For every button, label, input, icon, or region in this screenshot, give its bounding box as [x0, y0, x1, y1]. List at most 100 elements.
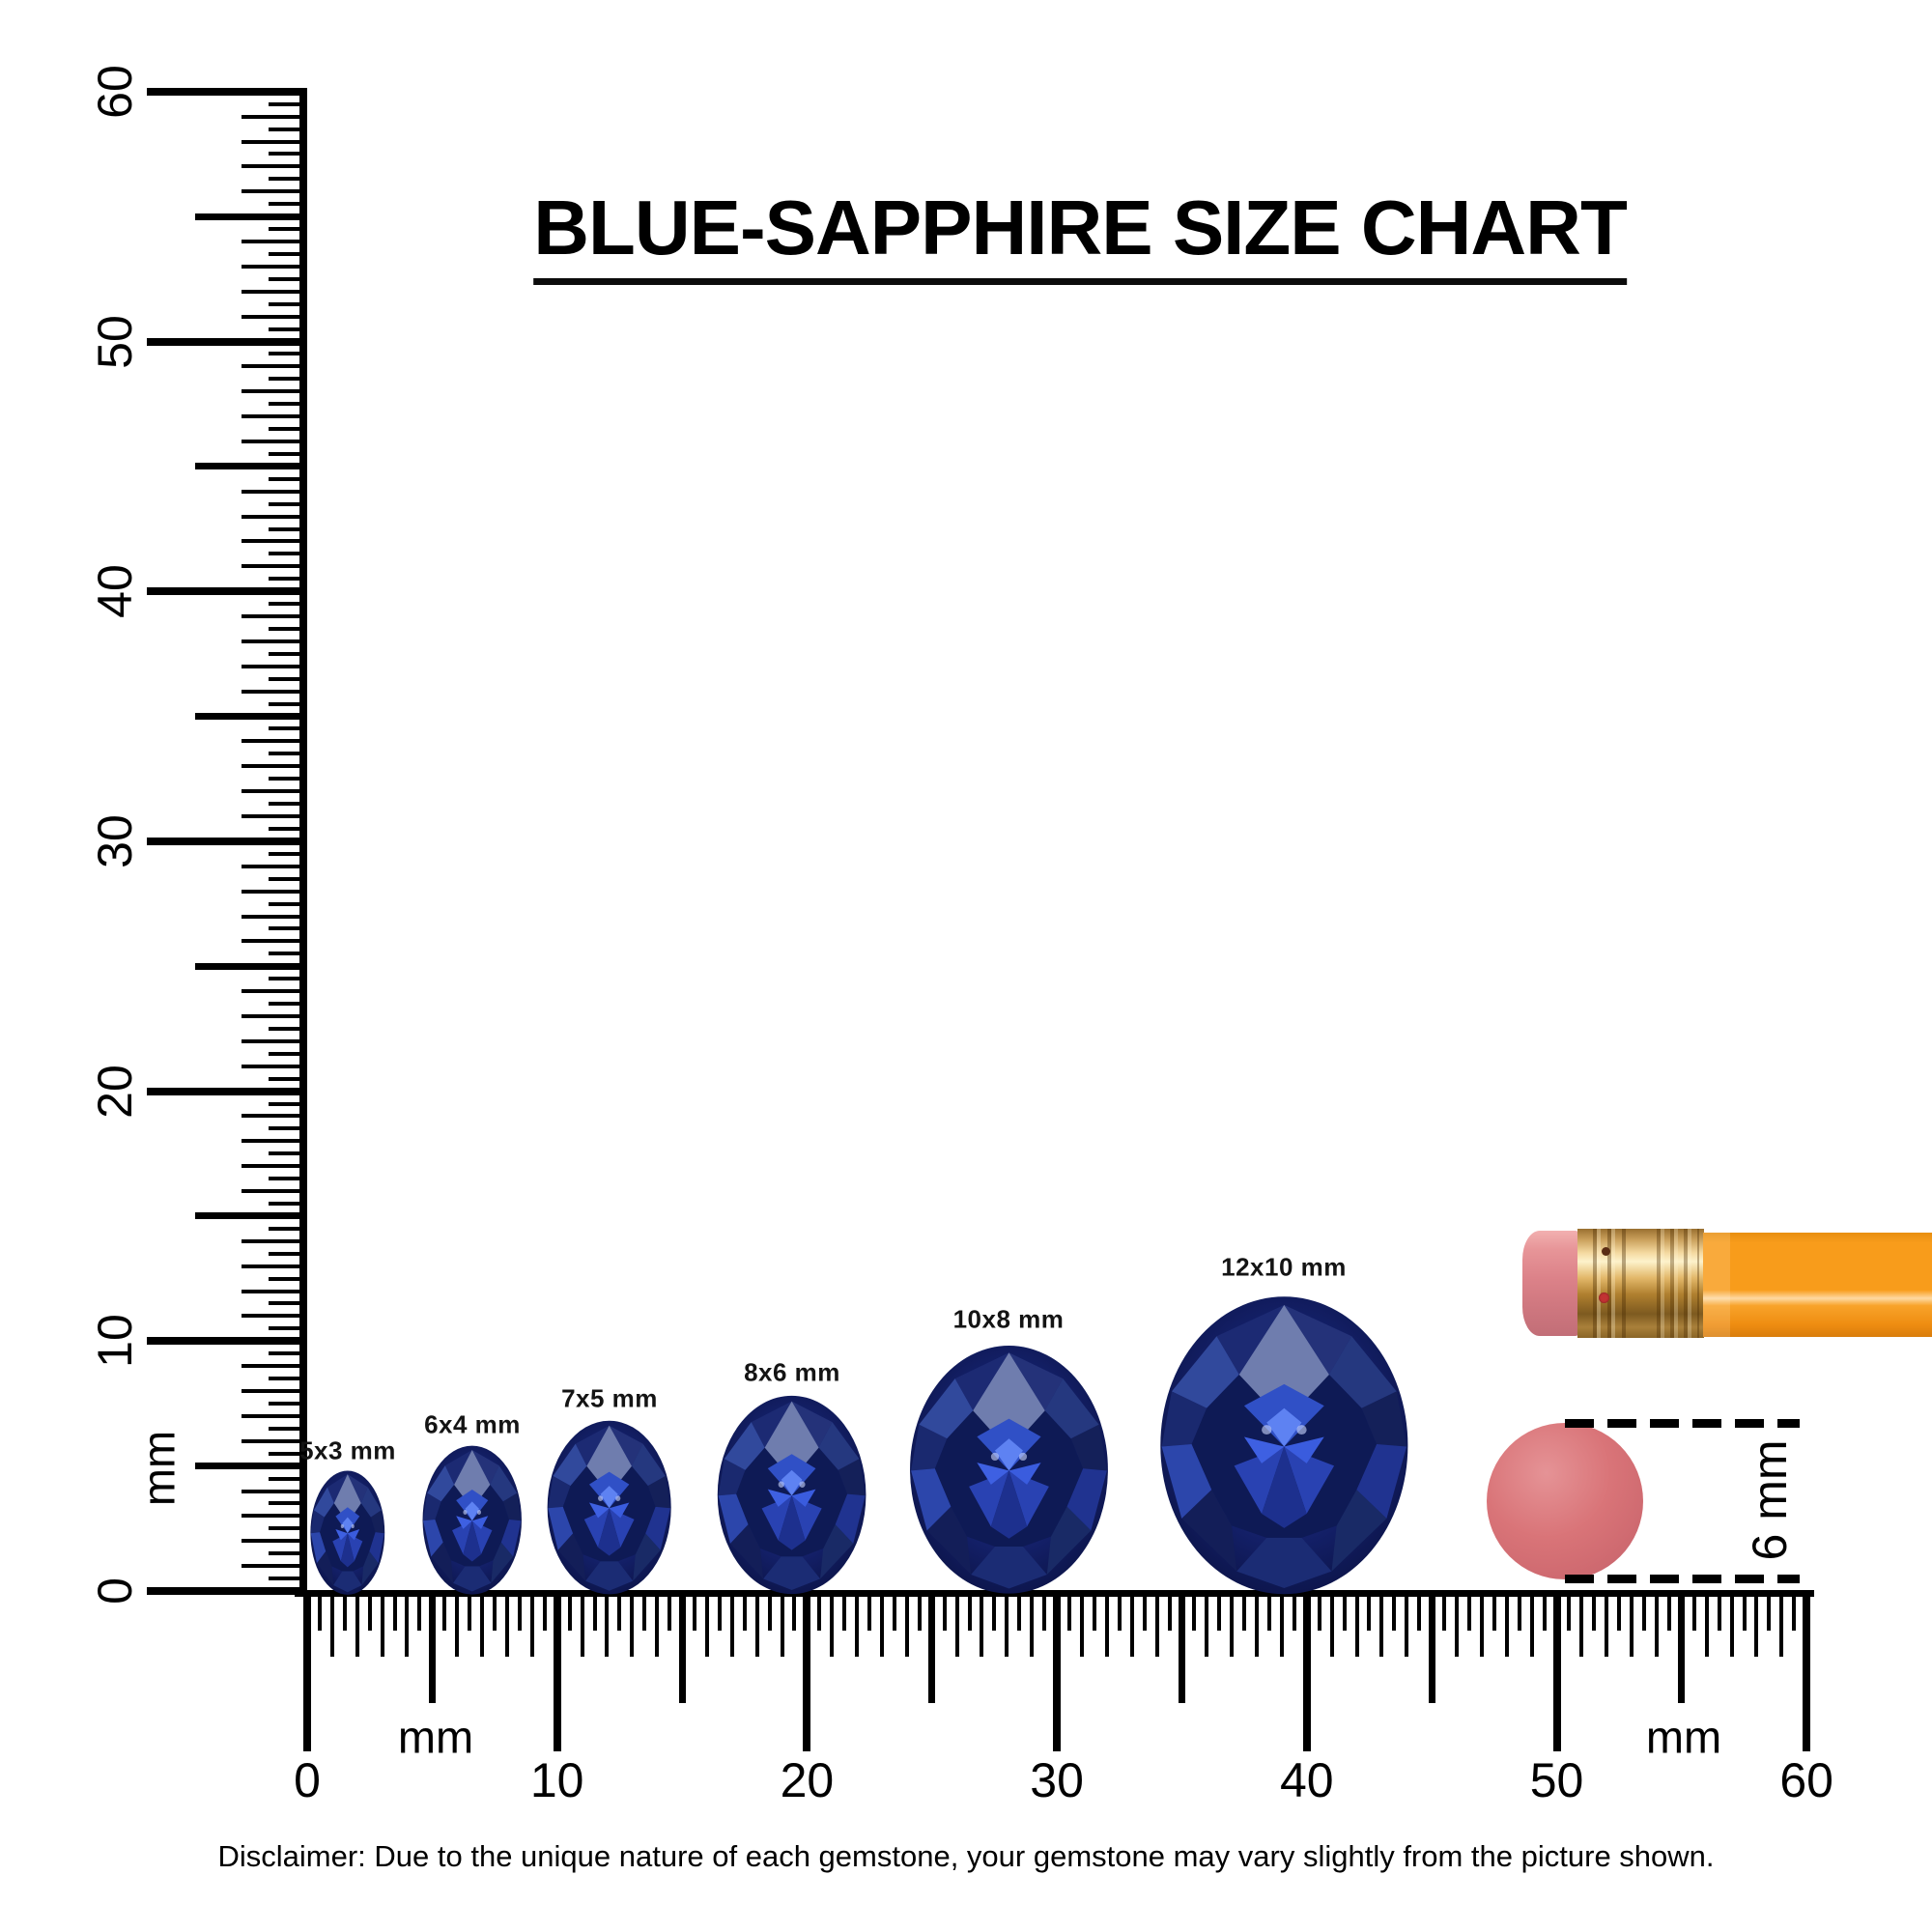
vruler-tick [269, 1476, 307, 1481]
vruler-tick [195, 962, 307, 970]
vruler-tick [195, 713, 307, 721]
hruler-tick [1079, 1591, 1084, 1657]
vruler-tick [269, 1501, 307, 1506]
hruler-tick [1504, 1591, 1509, 1657]
vruler-tick [269, 1551, 307, 1556]
hruler-tick [917, 1591, 922, 1631]
hruler-tick [729, 1591, 734, 1657]
title-block: BLUE-SAPPHIRE SIZE CHART [533, 189, 1628, 285]
gem-8x6 [717, 1395, 867, 1595]
vruler-tick [242, 1264, 307, 1268]
hruler-tick [1302, 1591, 1311, 1751]
vruler-tick [242, 539, 307, 544]
vruler-tick [242, 889, 307, 894]
vruler-tick [242, 189, 307, 194]
hruler-tick [803, 1591, 811, 1751]
hruler-unit-label-right: mm [1645, 1711, 1722, 1763]
hruler-tick [1129, 1591, 1134, 1657]
vruler-tick [242, 289, 307, 294]
hruler-tick [630, 1591, 635, 1657]
gem-size-label: 6x4 mm [424, 1409, 521, 1439]
vruler-tick [242, 1389, 307, 1394]
hruler-tick [1005, 1591, 1009, 1657]
disclaimer-text: Disclaimer: Due to the unique nature of … [217, 1839, 1715, 1873]
hruler-tick [1666, 1591, 1671, 1631]
hruler-tick [1567, 1591, 1572, 1631]
hruler-tick [617, 1591, 622, 1631]
eraser-diameter-label: 6 mm [1743, 1439, 1797, 1561]
hruler-tick [892, 1591, 896, 1631]
hruler-tick [992, 1591, 997, 1631]
vruler-tick [269, 901, 307, 906]
vruler-tick [269, 127, 307, 131]
vruler-tick [269, 251, 307, 256]
hruler-tick-label: 50 [1529, 1753, 1584, 1807]
hruler-tick [1492, 1591, 1496, 1631]
vruler-tick [242, 689, 307, 694]
vruler-tick-label: 0 [88, 1577, 142, 1605]
hruler-tick-label: 60 [1779, 1753, 1833, 1807]
hruler-tick [1792, 1591, 1797, 1631]
vruler-tick [242, 914, 307, 919]
vruler-tick [269, 676, 307, 681]
vruler-tick [269, 777, 307, 781]
measure-dash-top [1565, 1419, 1800, 1428]
hruler-tick [642, 1591, 647, 1631]
hruler-tick [1552, 1591, 1561, 1751]
hruler-tick [1154, 1591, 1159, 1657]
vruler-tick [269, 1226, 307, 1231]
hruler-tick [1605, 1591, 1609, 1657]
hruler-tick [1142, 1591, 1147, 1631]
hruler-tick [704, 1591, 709, 1657]
gem-7x5 [547, 1420, 671, 1595]
hruler-tick [567, 1591, 572, 1631]
vruler-tick [242, 1139, 307, 1144]
hruler-tick [392, 1591, 397, 1631]
hruler-tick [767, 1591, 772, 1631]
vruler-tick [269, 427, 307, 432]
hruler-tick [1279, 1591, 1284, 1657]
hruler-tick [1379, 1591, 1384, 1657]
pencil-ferrule [1577, 1229, 1704, 1338]
vruler-tick [269, 1276, 307, 1281]
vruler-tick [242, 664, 307, 668]
hruler-tick [303, 1591, 311, 1751]
hruler-tick [1579, 1591, 1584, 1657]
gem-size-label: 5x3 mm [299, 1435, 396, 1465]
vruler-tick [242, 939, 307, 944]
vruler-tick [269, 202, 307, 207]
hruler-tick [542, 1591, 547, 1631]
vruler-tick [269, 377, 307, 382]
vruler-tick [269, 952, 307, 956]
vruler-tick [269, 651, 307, 656]
vruler-tick [269, 402, 307, 407]
hruler-tick [954, 1591, 959, 1657]
vruler-tick [242, 514, 307, 519]
vruler-tick [269, 701, 307, 706]
ferrule-rivet-icon [1602, 1247, 1610, 1256]
vruler-tick [269, 627, 307, 631]
hruler-tick [529, 1591, 534, 1657]
vruler-tick [242, 389, 307, 394]
hruler-tick [1717, 1591, 1721, 1631]
hruler-tick [405, 1591, 410, 1657]
vruler-tick [242, 439, 307, 443]
hruler-tick [1617, 1591, 1622, 1631]
hruler-tick [717, 1591, 722, 1631]
gem-6x4 [422, 1445, 522, 1595]
vruler-tick [147, 1087, 307, 1095]
hruler-tick [1767, 1591, 1772, 1631]
gem-12x10 [1159, 1295, 1409, 1595]
vruler-tick [269, 1126, 307, 1131]
vruler-tick [269, 526, 307, 531]
vruler-tick [242, 989, 307, 994]
vruler-tick [269, 1301, 307, 1306]
hruler-tick [580, 1591, 584, 1657]
vruler-tick [269, 1076, 307, 1081]
hruler-tick [1405, 1591, 1409, 1657]
vruler-tick [242, 764, 307, 769]
vruler-tick [242, 1539, 307, 1544]
vruler-tick [242, 1189, 307, 1194]
vruler-tick [269, 1351, 307, 1356]
gem-size-label: 10x8 mm [952, 1304, 1065, 1334]
